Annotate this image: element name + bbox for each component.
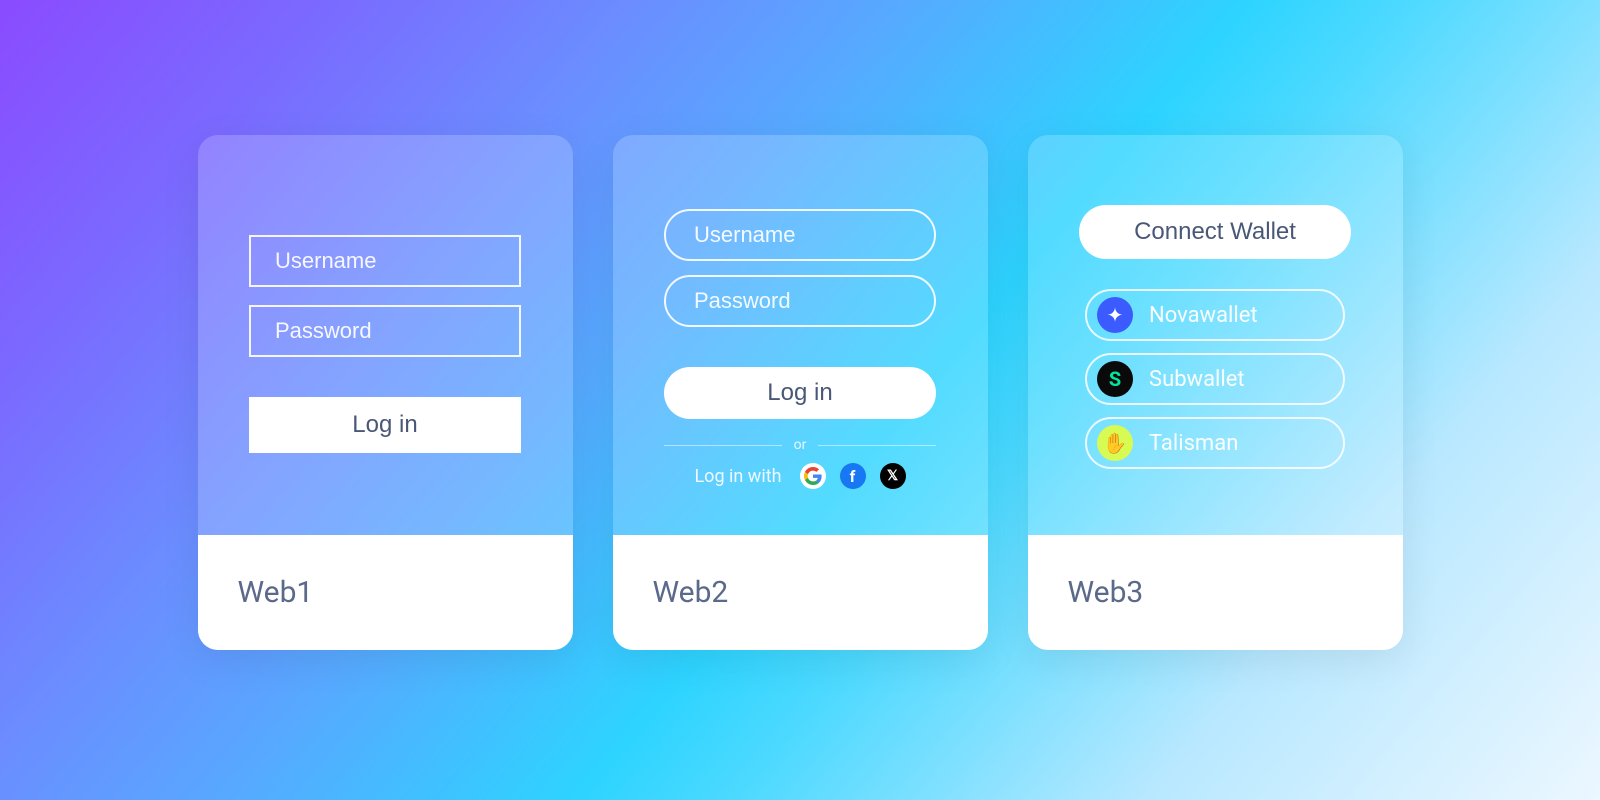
wallet-label: Subwallet: [1149, 367, 1245, 392]
web2-password-input[interactable]: [664, 275, 936, 327]
subwallet-icon: S: [1097, 361, 1133, 397]
web1-footer: Web1: [198, 535, 573, 650]
web2-login-button[interactable]: Log in: [664, 367, 936, 419]
novawallet-icon: ✦: [1097, 297, 1133, 333]
divider-line-right: [818, 445, 936, 446]
web3-title: Web3: [1068, 575, 1144, 610]
web1-card: Log in Web1: [198, 135, 573, 650]
cards-row: Log in Web1 Log in or Log in with: [198, 135, 1403, 650]
web3-footer: Web3: [1028, 535, 1403, 650]
talisman-icon: ✋: [1097, 425, 1133, 461]
web2-card: Log in or Log in with f 𝕏: [613, 135, 988, 650]
web3-body: Connect Wallet ✦ Novawallet S Subwallet …: [1028, 135, 1403, 535]
web1-password-input[interactable]: [249, 305, 521, 357]
wallet-subwallet[interactable]: S Subwallet: [1085, 353, 1345, 405]
web2-body: Log in or Log in with f 𝕏: [613, 135, 988, 535]
web2-title: Web2: [653, 575, 729, 610]
web1-login-button[interactable]: Log in: [249, 397, 521, 453]
x-icon[interactable]: 𝕏: [880, 463, 906, 489]
web2-footer: Web2: [613, 535, 988, 650]
web2-username-input[interactable]: [664, 209, 936, 261]
connect-wallet-button[interactable]: Connect Wallet: [1079, 205, 1351, 259]
google-icon[interactable]: [800, 463, 826, 489]
wallet-novawallet[interactable]: ✦ Novawallet: [1085, 289, 1345, 341]
web1-body: Log in: [198, 135, 573, 535]
facebook-icon[interactable]: f: [840, 463, 866, 489]
web1-username-input[interactable]: [249, 235, 521, 287]
web2-social-row: Log in with f 𝕏: [694, 463, 905, 489]
web1-title: Web1: [238, 575, 314, 610]
web2-divider: or: [664, 437, 936, 453]
divider-line-left: [664, 445, 782, 446]
wallet-label: Novawallet: [1149, 303, 1258, 328]
divider-or-label: or: [794, 437, 807, 453]
web3-card: Connect Wallet ✦ Novawallet S Subwallet …: [1028, 135, 1403, 650]
wallet-talisman[interactable]: ✋ Talisman: [1085, 417, 1345, 469]
web2-social-label: Log in with: [694, 466, 781, 487]
wallet-label: Talisman: [1149, 431, 1238, 456]
